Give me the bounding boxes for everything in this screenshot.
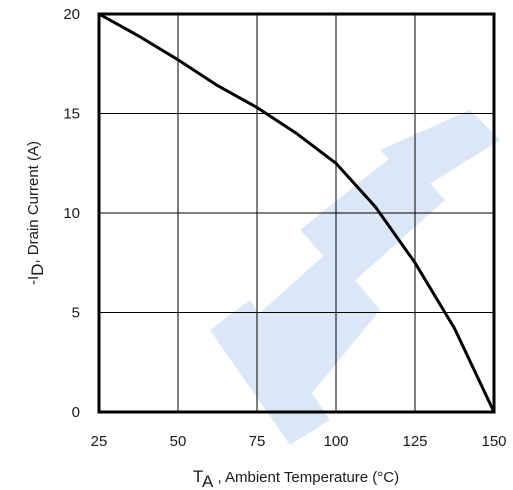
x-tick-label: 100: [323, 433, 348, 450]
series-line: [97, 12, 496, 414]
x-tick-label: 50: [170, 433, 187, 450]
y-tick-labels: 0 5 10 15 20: [63, 6, 80, 421]
y-tick-label: 5: [72, 305, 80, 322]
y-tick-label: 10: [63, 205, 80, 222]
watermark-logo: [210, 110, 500, 445]
y-axis-label: -ID, Drain Current (A): [25, 141, 47, 285]
y-tick-label: 15: [63, 106, 80, 123]
x-axis-label: TA , Ambient Temperature (°C): [193, 467, 399, 490]
x-tick-label: 125: [402, 433, 427, 450]
plot-frame: [97, 12, 496, 414]
x-tick-label: 75: [249, 433, 266, 450]
y-tick-label: 0: [72, 404, 80, 421]
x-tick-label: 150: [481, 433, 506, 450]
y-tick-label: 20: [63, 6, 80, 23]
x-tick-label: 25: [91, 433, 108, 450]
x-tick-labels: 25 50 75 100 125 150: [91, 433, 507, 450]
